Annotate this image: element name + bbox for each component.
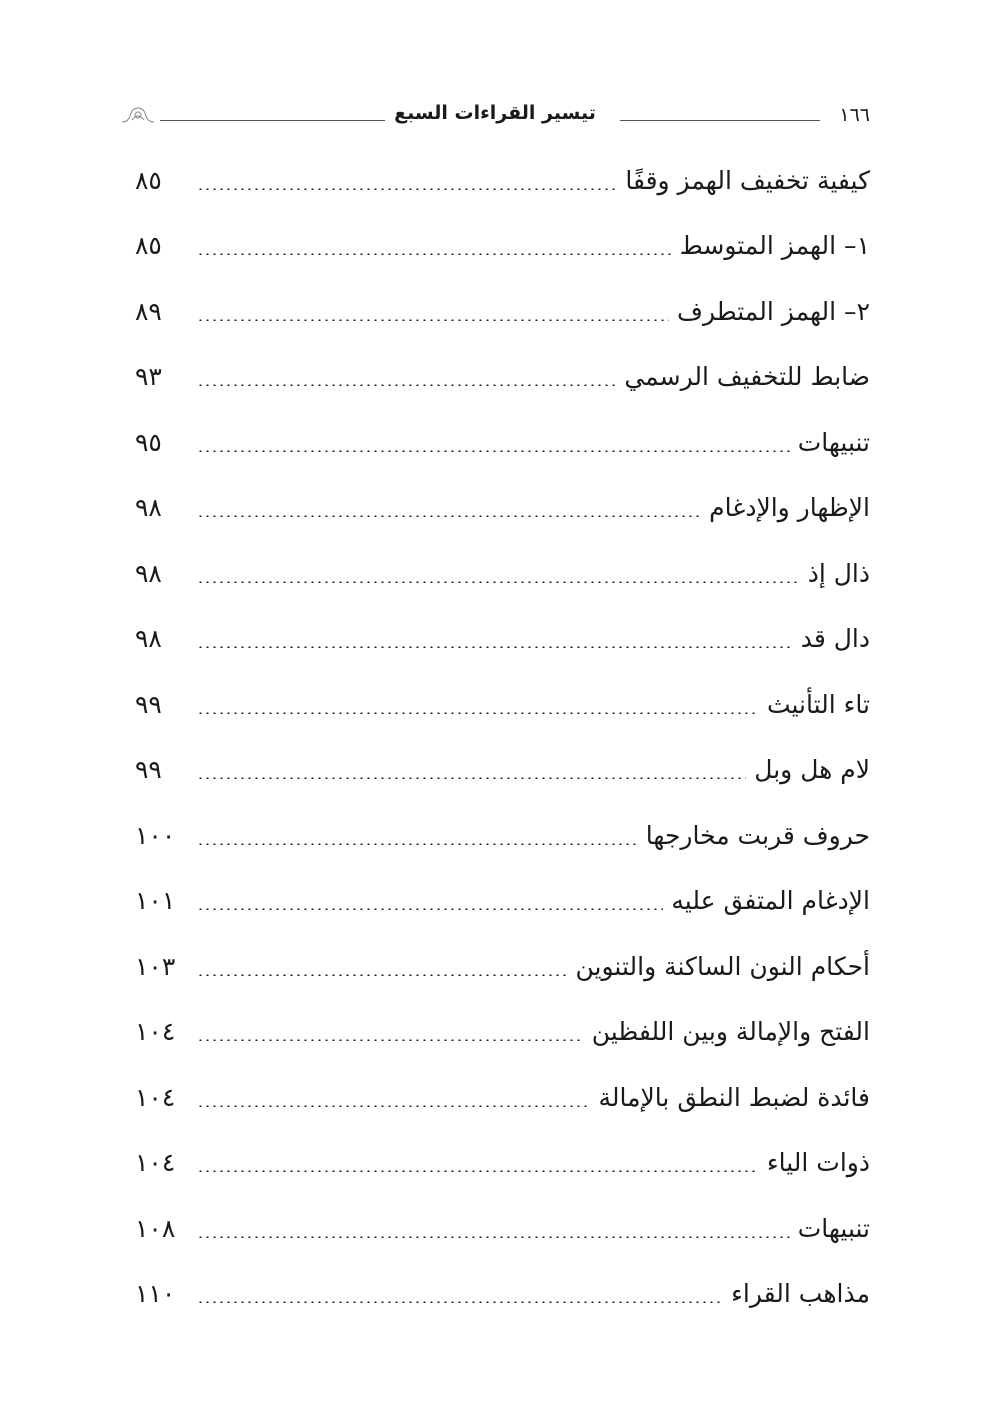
entry-title: الفتح والإمالة وبين اللفظين — [591, 1017, 870, 1046]
dot-leader — [197, 973, 568, 976]
toc-entry[interactable]: ٢– الهمز المتطرف ٨٩ — [135, 271, 870, 337]
toc-entry[interactable]: ذال إذ ٩٨ — [135, 533, 870, 599]
dot-leader — [197, 318, 670, 321]
entry-page: ١١٠ — [135, 1279, 176, 1308]
entry-page: ١٠٤ — [135, 1082, 176, 1112]
dot-leader — [197, 449, 790, 452]
dot-leader — [197, 1104, 591, 1107]
dot-leader — [197, 1170, 759, 1172]
entry-title: دال قد — [800, 624, 870, 653]
entry-title: حروف قربت مخارجها — [645, 820, 870, 850]
entry-page: ١٠٣ — [135, 951, 176, 981]
dot-leader — [197, 1235, 790, 1238]
toc-entry[interactable]: لام هل وبل ٩٩ — [135, 730, 870, 796]
toc-entry[interactable]: تنبيهات ١٠٨ — [135, 1188, 870, 1254]
toc-entry[interactable]: الإدغام المتفق عليه ١٠١ — [135, 861, 870, 927]
entry-page: ٨٥ — [135, 165, 162, 195]
header-rule-right — [620, 120, 820, 121]
entry-title: كيفية تخفيف الهمز وقفًا — [625, 165, 870, 195]
dot-leader — [197, 384, 617, 386]
toc-entry[interactable]: تنبيهات ٩٥ — [135, 402, 870, 468]
entry-title: مذاهب القراء — [731, 1279, 870, 1308]
toc-entry[interactable]: تاء التأنيث ٩٩ — [135, 664, 870, 730]
toc-entry[interactable]: ضابط للتخفيف الرسمي ٩٣ — [135, 337, 870, 403]
toc-entry[interactable]: دال قد ٩٨ — [135, 599, 870, 665]
toc-entry[interactable]: مذاهب القراء ١١٠ — [135, 1254, 870, 1320]
dot-leader — [197, 711, 759, 714]
book-title: تيسير القراءات السبع — [394, 102, 596, 124]
entry-page: ٨٩ — [135, 296, 162, 326]
entry-title: فائدة لضبط النطق بالإمالة — [598, 1082, 870, 1112]
entry-page: ١٠١ — [135, 886, 176, 915]
entry-title: ضابط للتخفيف الرسمي — [624, 362, 870, 391]
dot-leader — [197, 842, 638, 845]
running-header: ١٦٦ تيسير القراءات السبع — [120, 100, 870, 136]
dot-leader — [197, 515, 702, 517]
entry-title: الإظهار والإدغام — [709, 493, 870, 522]
entry-title: تنبيهات — [797, 427, 870, 457]
dot-leader — [197, 253, 672, 255]
entry-page: ١٠٠ — [135, 820, 176, 850]
toc-entry[interactable]: ١– الهمز المتوسط ٨٥ — [135, 206, 870, 272]
toc-entry[interactable]: ذوات الياء ١٠٤ — [135, 1123, 870, 1189]
entry-title: ٢– الهمز المتطرف — [677, 296, 870, 326]
entry-page: ٩٩ — [135, 689, 162, 719]
dot-leader — [197, 777, 747, 779]
entry-title: الإدغام المتفق عليه — [671, 886, 870, 915]
entry-page: ٩٨ — [135, 558, 162, 588]
header-rule-left — [160, 120, 385, 121]
entry-page: ١٠٤ — [135, 1017, 176, 1046]
dot-leader — [197, 580, 800, 583]
entry-page: ٩٩ — [135, 755, 162, 784]
entry-page: ١٠٨ — [135, 1213, 176, 1243]
entry-title: تنبيهات — [797, 1213, 870, 1243]
entry-page: ٩٨ — [135, 493, 162, 522]
toc-entry[interactable]: الفتح والإمالة وبين اللفظين ١٠٤ — [135, 992, 870, 1058]
table-of-contents: كيفية تخفيف الهمز وقفًا ٨٥ ١– الهمز المتوس… — [135, 140, 870, 1319]
entry-title: أحكام النون الساكنة والتنوين — [575, 951, 870, 981]
dot-leader — [197, 646, 793, 648]
dot-leader — [197, 908, 664, 910]
toc-entry[interactable]: فائدة لضبط النطق بالإمالة ١٠٤ — [135, 1057, 870, 1123]
entry-title: تاء التأنيث — [766, 689, 870, 719]
entry-title: ذوات الياء — [766, 1148, 870, 1177]
entry-page: ١٠٤ — [135, 1148, 176, 1177]
toc-entry[interactable]: كيفية تخفيف الهمز وقفًا ٨٥ — [135, 140, 870, 206]
entry-page: ٩٥ — [135, 427, 162, 457]
toc-entry[interactable]: حروف قربت مخارجها ١٠٠ — [135, 795, 870, 861]
entry-title: ١– الهمز المتوسط — [679, 231, 870, 260]
entry-page: ٨٥ — [135, 231, 162, 260]
entry-title: ذال إذ — [807, 558, 870, 588]
floral-ornament-icon — [121, 107, 155, 123]
dot-leader — [197, 187, 618, 190]
entry-page: ٩٨ — [135, 624, 162, 653]
dot-leader — [197, 1039, 584, 1041]
page-number: ١٦٦ — [839, 104, 870, 126]
toc-entry[interactable]: الإظهار والإدغام ٩٨ — [135, 468, 870, 534]
entry-title: لام هل وبل — [754, 755, 870, 784]
entry-page: ٩٣ — [135, 362, 162, 391]
dot-leader — [197, 1301, 724, 1303]
toc-entry[interactable]: أحكام النون الساكنة والتنوين ١٠٣ — [135, 926, 870, 992]
